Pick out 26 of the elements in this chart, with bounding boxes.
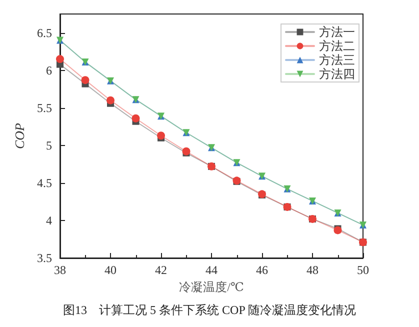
x-tick-label: 38 [54, 263, 66, 277]
point [157, 132, 165, 140]
point [81, 76, 90, 84]
y-tick-label: 5 [46, 138, 52, 152]
x-axis-title: 冷凝温度/℃ [179, 280, 244, 294]
x-tick-label: 50 [357, 263, 369, 277]
x-tick-label: 42 [155, 263, 167, 277]
y-tick-label: 4 [46, 213, 52, 228]
legend-label: 方法二 [319, 39, 355, 53]
legend-label: 方法四 [319, 67, 355, 81]
legend-label: 方法三 [319, 53, 355, 67]
x-tick-label: 40 [104, 263, 116, 277]
y-tick-label: 6.5 [37, 26, 52, 40]
x-tick-label: 44 [206, 263, 218, 277]
y-tick-label: 6 [46, 63, 52, 78]
y-axis-title: COP [12, 122, 28, 149]
y-tick-label: 4.5 [37, 176, 52, 190]
x-tick-label: 46 [256, 263, 268, 277]
y-tick-label: 5.5 [37, 100, 52, 115]
x-tick-label: 48 [306, 263, 318, 277]
legend-label: 方法一 [319, 25, 355, 39]
text: 图13 计算工况 5 条件下系统 COP 随冷凝温度变化情况 [63, 303, 356, 317]
y-tick-label: 3.5 [37, 251, 52, 265]
point [56, 55, 64, 64]
point [106, 96, 114, 104]
point [132, 114, 140, 122]
